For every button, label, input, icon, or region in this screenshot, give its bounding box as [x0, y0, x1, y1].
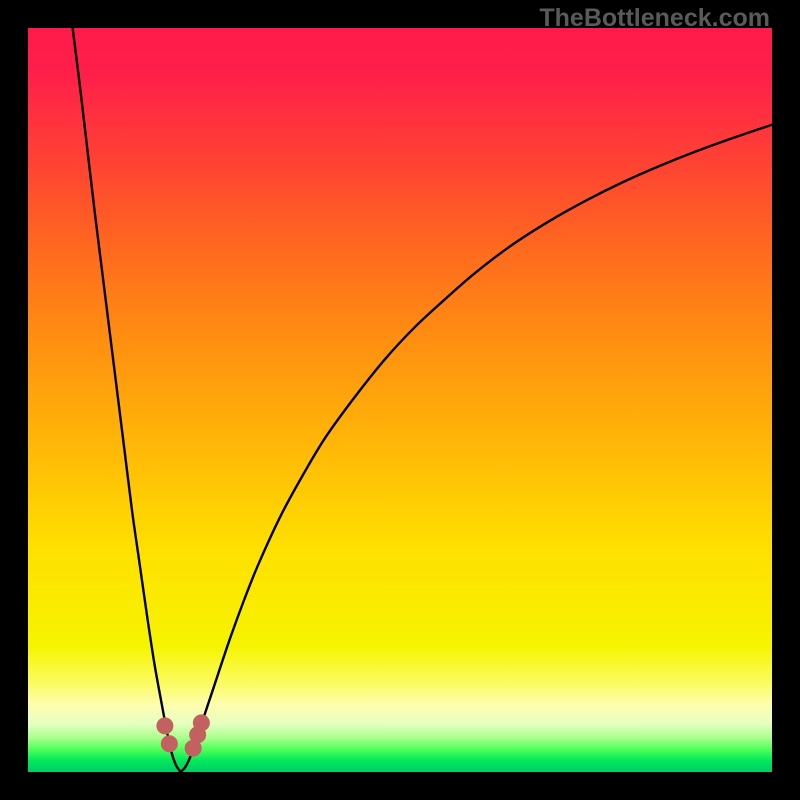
curve-left-branch: [73, 28, 181, 772]
curve-layer: [28, 28, 772, 772]
data-marker: [194, 715, 209, 730]
curve-right-branch: [181, 125, 772, 772]
watermark-text: TheBottleneck.com: [539, 4, 770, 33]
data-marker: [162, 736, 177, 751]
chart-root: TheBottleneck.com: [0, 0, 800, 800]
plot-area: [28, 28, 772, 772]
data-marker: [157, 718, 172, 733]
